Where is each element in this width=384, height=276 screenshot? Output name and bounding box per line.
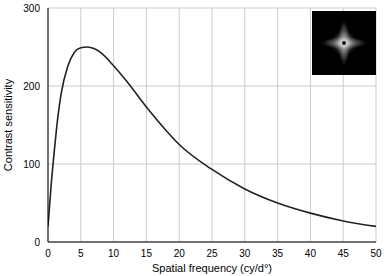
svg-text:Contrast sensitivity: Contrast sensitivity	[8, 78, 14, 171]
svg-text:25: 25	[206, 248, 218, 259]
svg-text:45: 45	[338, 248, 350, 259]
svg-text:0: 0	[45, 248, 51, 259]
svg-text:Spatial frequency (cy/d°): Spatial frequency (cy/d°)	[152, 262, 272, 274]
svg-text:30: 30	[239, 248, 251, 259]
svg-text:200: 200	[23, 81, 40, 92]
svg-text:0: 0	[34, 237, 40, 248]
svg-text:100: 100	[23, 159, 40, 170]
svg-text:20: 20	[174, 248, 186, 259]
svg-text:40: 40	[305, 248, 317, 259]
svg-text:50: 50	[370, 248, 376, 259]
svg-text:10: 10	[108, 248, 120, 259]
svg-text:300: 300	[23, 3, 40, 14]
svg-text:15: 15	[141, 248, 153, 259]
svg-text:5: 5	[78, 248, 84, 259]
svg-text:35: 35	[272, 248, 284, 259]
